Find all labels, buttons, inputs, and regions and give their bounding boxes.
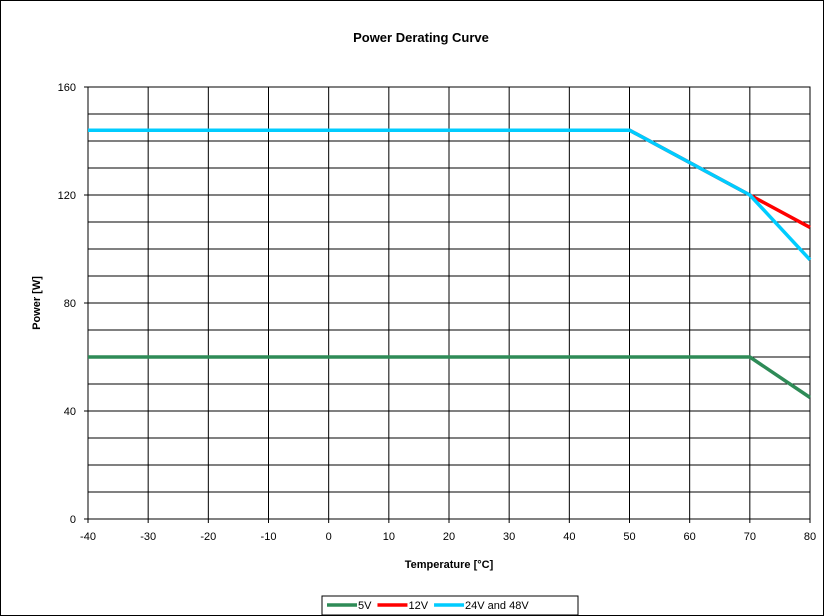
legend: 5V 12V 24V and 48V [321, 595, 579, 616]
grid-lines [88, 87, 810, 519]
x-tick-label: -10 [261, 531, 277, 543]
x-tick-label: -20 [200, 531, 216, 543]
y-axis-title: Power [W] [31, 276, 43, 330]
x-tick-label: 0 [326, 531, 332, 543]
y-tick-label: 160 [58, 82, 76, 94]
chart-title: Power Derating Curve [353, 30, 489, 45]
y-tick-label: 80 [64, 298, 76, 310]
series-line-24v-and-48v [88, 128, 812, 261]
x-tick-label: 20 [443, 531, 455, 543]
x-tick-label: 30 [503, 531, 515, 543]
x-axis-title: Temperature [°C] [405, 559, 494, 571]
legend-label-24v-and-48v: 24V and 48V [465, 600, 529, 612]
x-tick-label: -40 [80, 531, 96, 543]
x-axis-ticks: -40 -30 -20 -10 0 10 20 30 40 50 60 70 80 [80, 519, 816, 543]
x-tick-label: 70 [744, 531, 756, 543]
y-tick-label: 120 [58, 190, 76, 202]
x-tick-label: 60 [684, 531, 696, 543]
series-lines [88, 128, 812, 399]
y-axis-ticks: 0 40 80 120 160 [58, 82, 88, 526]
x-tick-label: 40 [563, 531, 575, 543]
y-tick-label: 40 [64, 406, 76, 418]
x-tick-label: 80 [804, 531, 816, 543]
x-tick-label: 10 [383, 531, 395, 543]
legend-label-12v: 12V [408, 600, 428, 612]
series-line-5v [88, 355, 811, 399]
x-tick-label: 50 [623, 531, 635, 543]
y-tick-label: 0 [70, 514, 76, 526]
legend-label-5v: 5V [358, 600, 372, 612]
x-tick-label: -30 [140, 531, 156, 543]
